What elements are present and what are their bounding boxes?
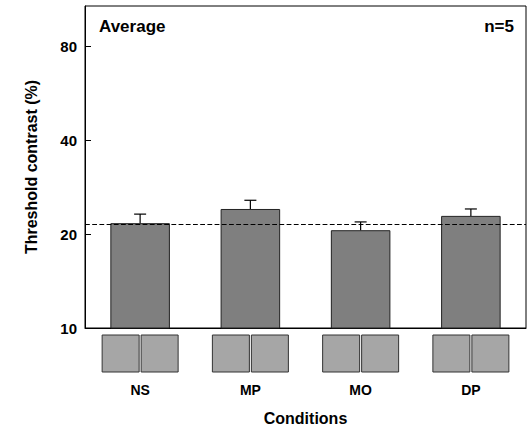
svg-text:Average: Average (99, 17, 165, 36)
svg-text:n=5: n=5 (484, 17, 514, 36)
svg-text:80: 80 (60, 38, 77, 55)
svg-text:Threshold contrast (%): Threshold contrast (%) (23, 80, 40, 254)
svg-text:10: 10 (60, 320, 77, 337)
svg-text:Conditions: Conditions (264, 410, 348, 427)
svg-text:NS: NS (130, 382, 149, 398)
svg-text:MO: MO (349, 382, 372, 398)
svg-text:MP: MP (240, 382, 261, 398)
svg-text:40: 40 (60, 132, 77, 149)
svg-text:DP: DP (461, 382, 480, 398)
svg-text:20: 20 (60, 226, 77, 243)
